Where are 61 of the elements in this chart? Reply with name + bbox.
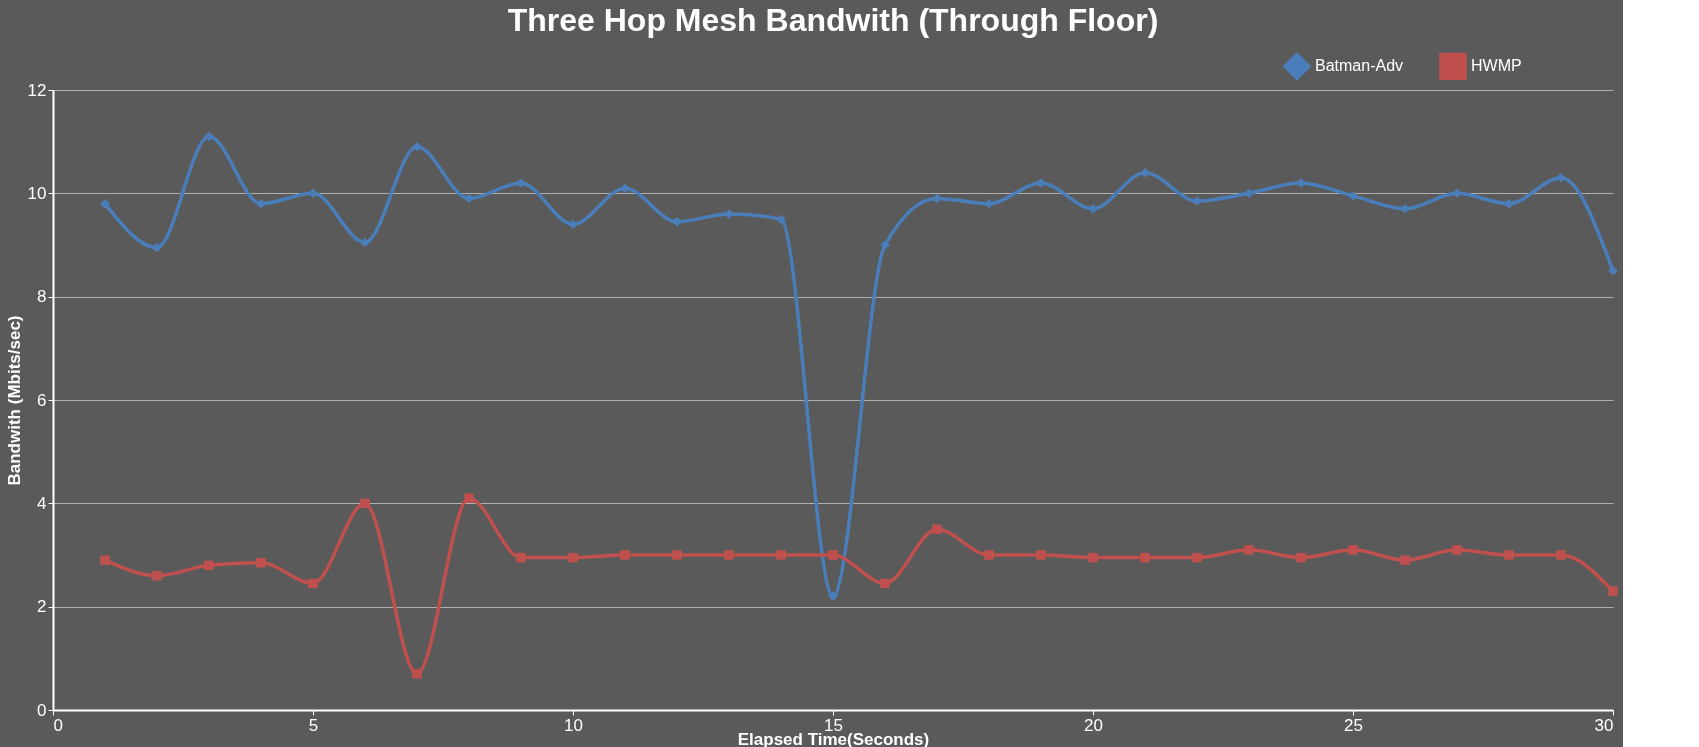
point [360,237,370,248]
point [1036,550,1046,560]
point [100,555,110,565]
point [880,578,890,589]
y-tick-label: 6 [37,390,47,410]
x-tick-label: 15 [824,715,843,735]
point [1192,552,1202,563]
point [1556,550,1566,560]
y-tick-label: 0 [37,700,47,720]
y-tick-label: 4 [37,493,47,513]
point [464,193,474,204]
point [464,493,474,503]
x-tick-label: 20 [1084,715,1103,735]
chart-title: Three Hop Mesh Bandwith (Through Floor) [507,2,1159,38]
point [724,550,734,560]
point [984,198,994,209]
point [308,188,318,199]
y-tick-label: 2 [37,597,47,617]
y-axis-title: Bandwith (Mbits/sec) [4,315,24,486]
x-tick-label: 5 [308,715,319,735]
y-tick-label: 12 [27,80,47,100]
point [1608,586,1618,596]
point [568,552,578,563]
x-tick-label: 10 [564,715,583,735]
point [204,131,214,142]
point [620,550,630,560]
point [1452,545,1462,555]
point [516,552,526,563]
point [360,498,370,509]
x-tick-label: 30 [1594,715,1614,735]
point [984,550,994,560]
point [308,578,318,589]
point [776,550,786,560]
point [412,669,422,679]
legend-label: HWMP [1471,57,1522,75]
point [1504,550,1514,560]
point [1244,545,1254,555]
point [256,558,266,568]
point [1452,188,1462,199]
point [152,570,162,581]
point [932,524,942,534]
y-tick-label: 10 [27,183,47,203]
point [1348,545,1358,555]
point [100,198,110,209]
point [828,550,838,560]
legend-label: Batman-Adv [1315,57,1404,75]
x-tick-label: 0 [53,715,63,735]
x-tick-label: 25 [1344,715,1363,735]
point [828,591,838,602]
point [568,219,578,230]
point [204,560,214,571]
point [1504,198,1514,209]
point [1140,552,1150,563]
point [1088,552,1098,563]
point [256,198,266,209]
point [1296,552,1306,563]
point [1244,188,1254,199]
y-tick-label: 8 [37,287,47,307]
point [1400,555,1410,565]
point [672,550,682,560]
point [1140,167,1150,178]
